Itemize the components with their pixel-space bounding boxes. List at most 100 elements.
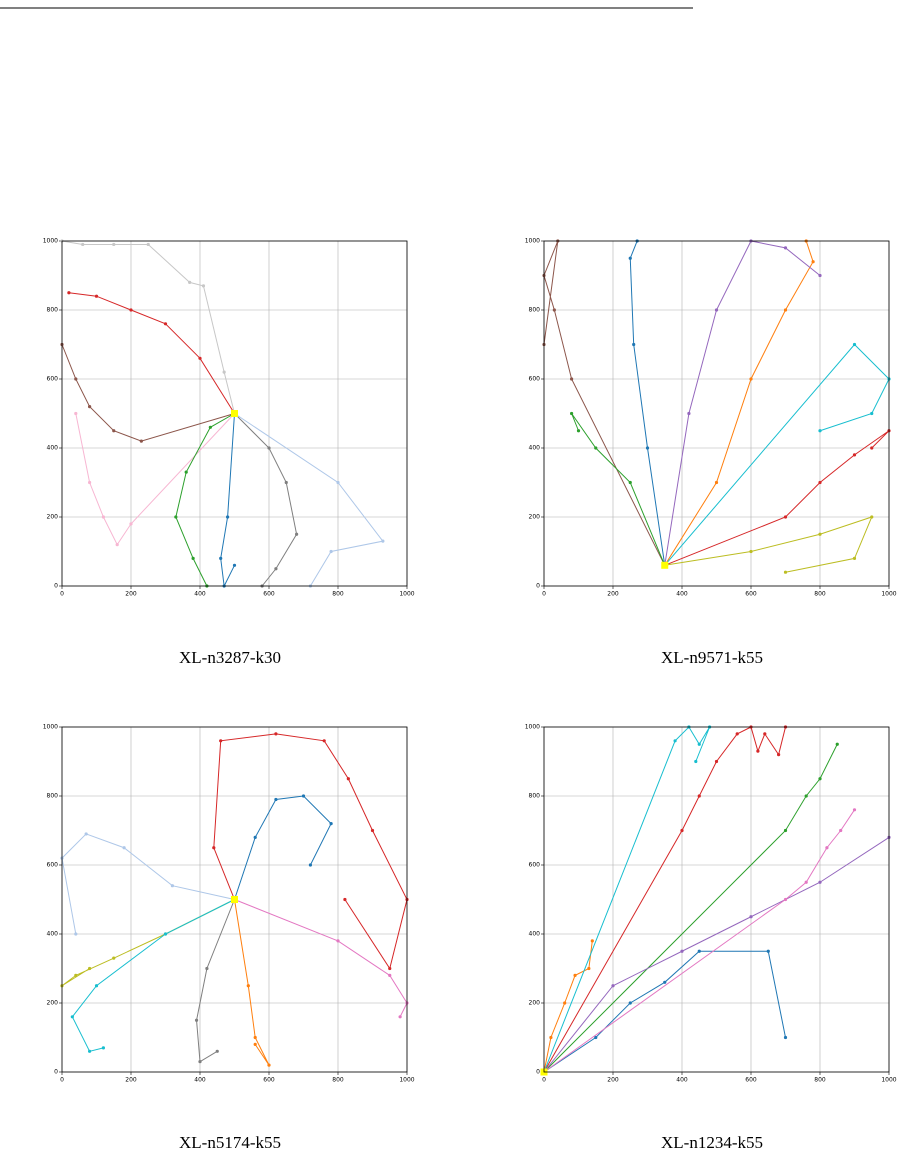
x-tick-label: 1000 — [399, 1077, 414, 1084]
plot: 0 200 400 600 800 1000 0 200 400 600 800 1000 XL-n32… — [43, 238, 415, 668]
route-point — [274, 567, 278, 571]
route-point — [766, 949, 770, 953]
plot-frame — [61, 726, 408, 1073]
route-point — [284, 480, 288, 485]
plot-frame — [543, 240, 890, 587]
route-point — [129, 308, 133, 312]
y-tick-label: 400 — [529, 445, 541, 452]
route — [664, 240, 821, 566]
route-point — [645, 446, 650, 450]
route-point — [84, 832, 88, 836]
route-point — [212, 846, 216, 850]
x-tick-label: 0 — [542, 1077, 546, 1084]
route-point — [697, 949, 701, 953]
route-point — [573, 973, 577, 978]
y-tick-label: 1000 — [43, 238, 58, 245]
route-point — [714, 759, 719, 764]
route-point — [594, 446, 598, 450]
route-point — [783, 515, 788, 519]
y-tick-label: 0 — [54, 583, 58, 590]
x-tick-label: 600 — [745, 591, 757, 598]
route — [543, 240, 666, 566]
route-point — [570, 377, 574, 381]
route-point — [687, 411, 691, 416]
route — [234, 413, 298, 587]
caption: XL-n3287-k30 — [179, 648, 281, 667]
route-point — [246, 984, 250, 988]
caption: XL-n1234-k55 — [661, 1133, 763, 1152]
y-tick-label: 1000 — [43, 724, 58, 731]
route-point — [804, 794, 808, 798]
route-point — [783, 897, 788, 902]
y-tick-label: 0 — [54, 1069, 58, 1076]
x-tick-label: 1000 — [881, 1077, 896, 1084]
route-point — [594, 1035, 598, 1040]
route-point — [101, 1046, 105, 1050]
plot-frame — [61, 240, 408, 587]
route-point — [852, 808, 857, 812]
y-tick-label: 1000 — [525, 724, 540, 731]
route-point — [194, 1018, 199, 1022]
route — [664, 240, 814, 566]
caption: XL-n9571-k55 — [661, 648, 763, 667]
route-point — [301, 794, 306, 798]
y-tick-label: 200 — [47, 514, 59, 521]
x-tick-label: 800 — [814, 591, 826, 598]
route-point — [852, 453, 857, 457]
route-point — [112, 956, 116, 960]
route-point — [749, 549, 753, 554]
x-tick-label: 0 — [60, 591, 64, 598]
x-tick-label: 400 — [194, 1077, 206, 1084]
route-point — [611, 984, 615, 988]
route-point — [70, 1015, 74, 1019]
route — [543, 836, 890, 1073]
route-point — [208, 425, 212, 429]
y-tick-label: 400 — [529, 931, 541, 938]
route — [664, 516, 873, 573]
route-point — [714, 308, 719, 312]
route — [61, 344, 235, 442]
route-point — [870, 411, 874, 416]
route-point — [783, 246, 788, 250]
route-point — [749, 377, 753, 381]
route-point — [267, 1063, 271, 1067]
route-point — [115, 543, 119, 547]
y-tick-label: 800 — [529, 793, 541, 800]
route-point — [811, 260, 815, 264]
y-tick-label: 600 — [529, 376, 541, 383]
route-point — [587, 966, 591, 971]
route-point — [381, 539, 385, 543]
route-point — [81, 242, 85, 247]
route-point — [370, 828, 375, 833]
route-point — [191, 556, 195, 561]
route-point — [552, 308, 556, 312]
route-point — [163, 322, 168, 326]
caption: XL-n5174-k55 — [179, 1133, 281, 1152]
route-point — [170, 884, 174, 888]
route-point — [201, 284, 206, 288]
route-point — [680, 828, 684, 833]
route-point — [783, 1035, 788, 1040]
route-point — [174, 515, 178, 519]
x-tick-label: 200 — [125, 1077, 137, 1084]
depot — [231, 896, 238, 903]
route-point — [818, 532, 822, 536]
route-point — [139, 439, 143, 443]
y-tick-label: 200 — [47, 1000, 59, 1007]
y-tick-label: 1000 — [525, 238, 540, 245]
route-point — [329, 549, 333, 554]
route-point — [219, 739, 223, 743]
route-point — [94, 294, 99, 298]
route-point — [777, 753, 781, 757]
route-point — [295, 532, 299, 536]
x-tick-label: 1000 — [881, 591, 896, 598]
plot: 0 200 400 600 800 1000 0 200 400 600 800 1000 XL-n95… — [525, 238, 897, 668]
route-point — [628, 256, 632, 260]
y-tick-label: 0 — [536, 583, 540, 590]
route-point — [253, 835, 257, 840]
route-point — [253, 1035, 257, 1040]
route — [664, 430, 890, 566]
route — [543, 809, 855, 1073]
